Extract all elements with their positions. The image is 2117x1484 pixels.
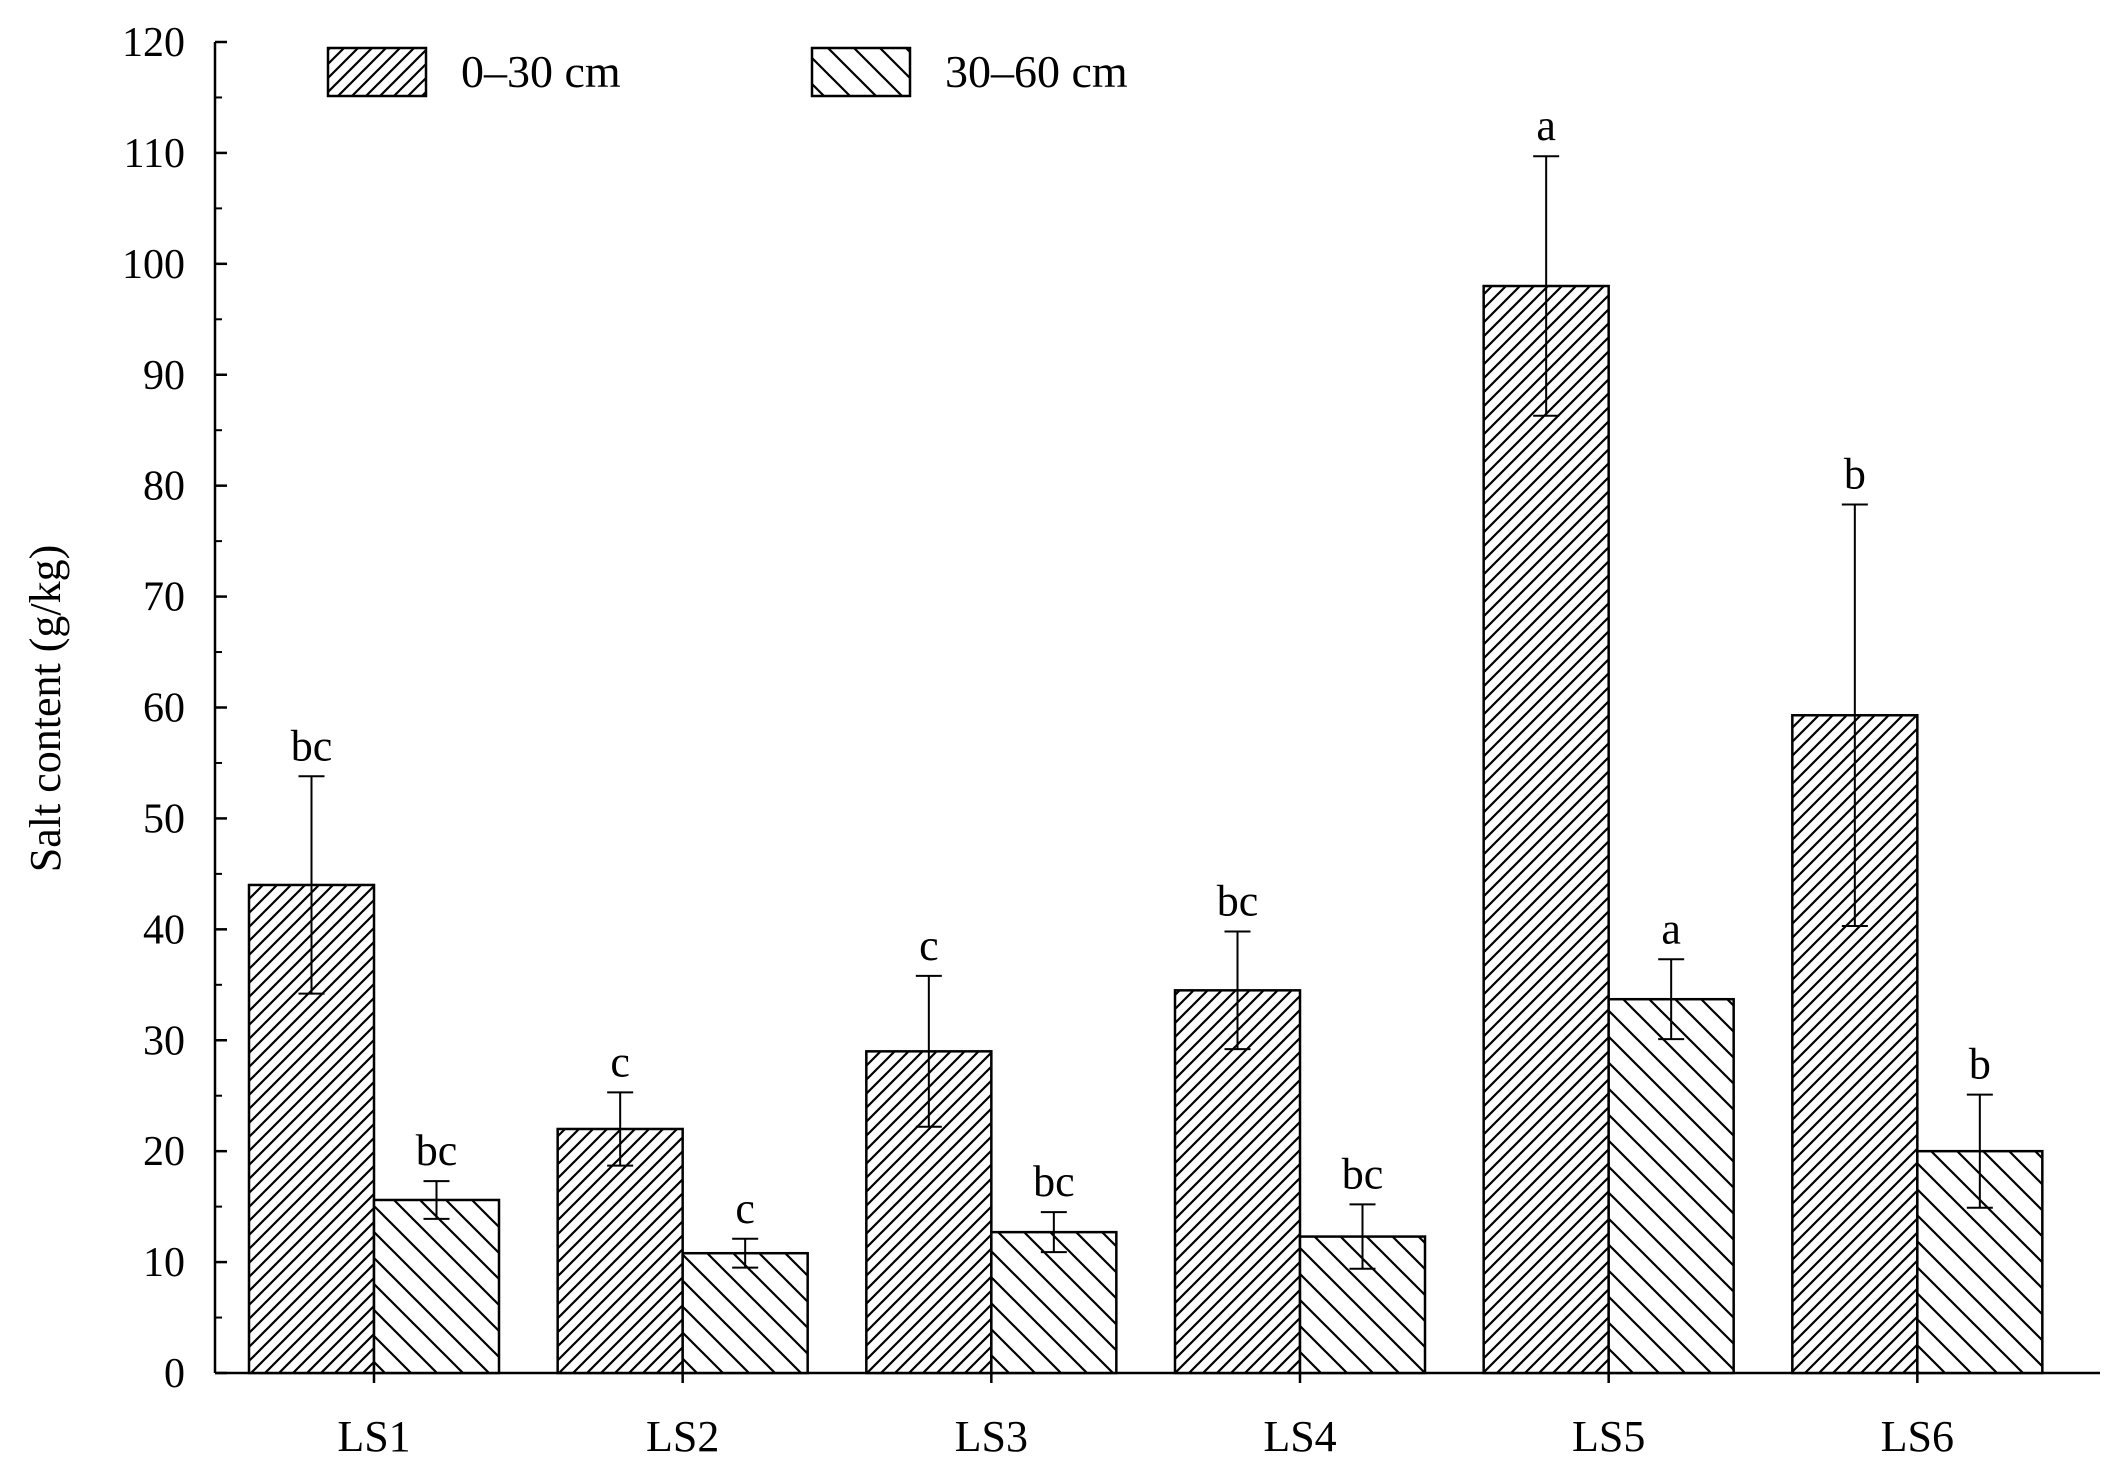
y-tick-label: 100 [122, 242, 185, 288]
significance-label-ls2-30-60cm: c [735, 1184, 755, 1233]
y-tick-label: 70 [143, 575, 185, 621]
y-tick-label: 10 [143, 1240, 185, 1286]
y-tick-label: 80 [143, 464, 185, 510]
bar-ls3-30-60cm [990, 1230, 1118, 1375]
significance-label-ls5-0-30cm: a [1536, 101, 1556, 150]
error-bars [298, 155, 1993, 1270]
y-tick-label: 90 [143, 353, 185, 399]
y-axis-title-group: Salt content (g/kg) [21, 545, 70, 873]
x-tick-labels: LS1 LS2 LS3 LS4 LS5 LS6 [337, 1412, 1954, 1461]
significance-label-ls4-0-30cm: bc [1217, 877, 1259, 926]
significance-labels: bc bc c c c bc bc bc a a b b [291, 101, 1991, 1233]
significance-label-ls5-30-60cm: a [1661, 904, 1681, 953]
bars [247, 284, 2044, 1375]
legend-label-30-60cm: 30–60 cm [945, 46, 1128, 97]
significance-label-ls3-30-60cm: bc [1033, 1157, 1075, 1206]
legend-swatch-0-30cm [326, 46, 428, 98]
bar-ls2-30-60cm [681, 1251, 809, 1375]
y-tick-label: 40 [143, 907, 185, 953]
y-tick-label: 0 [164, 1351, 185, 1397]
x-tick-label-ls6: LS6 [1881, 1412, 1954, 1461]
x-tick-label-ls4: LS4 [1263, 1412, 1336, 1461]
significance-label-ls4-30-60cm: bc [1342, 1149, 1384, 1198]
significance-label-ls2-0-30cm: c [610, 1037, 630, 1086]
y-tick-label: 60 [143, 686, 185, 732]
y-tick-label: 110 [124, 131, 185, 177]
significance-label-ls3-0-30cm: c [919, 921, 939, 970]
y-tick-label: 120 [122, 20, 185, 66]
x-tick-label-ls3: LS3 [955, 1412, 1028, 1461]
significance-label-ls6-30-60cm: b [1969, 1040, 1991, 1089]
x-tick-label-ls5: LS5 [1572, 1412, 1645, 1461]
y-axis-title: Salt content (g/kg) [21, 545, 70, 873]
legend-swatch-30-60cm [810, 46, 912, 98]
significance-label-ls6-0-30cm: b [1844, 450, 1866, 499]
axes: 0 10 20 30 40 50 60 70 80 90 100 110 120 [122, 20, 2100, 1397]
y-tick-label: 30 [143, 1018, 185, 1064]
legend-label-0-30cm: 0–30 cm [461, 46, 621, 97]
bar-ls5-0-30cm [1482, 284, 1610, 1375]
y-tick-label: 50 [143, 796, 185, 842]
significance-label-ls1-30-60cm: bc [416, 1126, 458, 1175]
x-tick-label-ls2: LS2 [646, 1412, 719, 1461]
y-tick-label: 20 [143, 1129, 185, 1175]
legend: 0–30 cm 30–60 cm [326, 46, 1128, 98]
bar-ls2-0-30cm [556, 1127, 684, 1375]
significance-label-ls1-0-30cm: bc [291, 721, 333, 770]
bar-ls5-30-60cm [1607, 997, 1735, 1375]
bar-ls1-30-60cm [372, 1198, 501, 1375]
x-tick-label-ls1: LS1 [337, 1412, 410, 1461]
